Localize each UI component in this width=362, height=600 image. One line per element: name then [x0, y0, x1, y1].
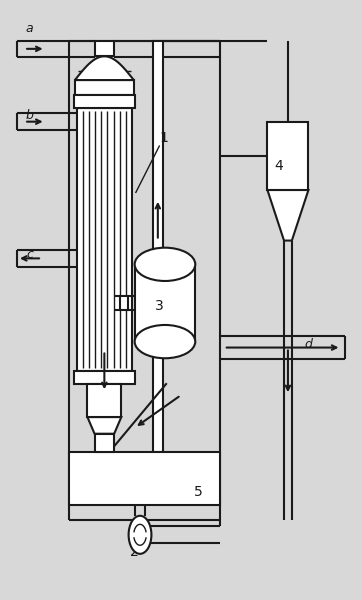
Text: 4: 4: [275, 159, 283, 173]
Text: 5: 5: [193, 485, 202, 499]
Text: 1: 1: [160, 131, 168, 145]
Bar: [77, 108, 132, 371]
Text: 3: 3: [155, 299, 164, 313]
Ellipse shape: [135, 325, 195, 358]
Bar: [75, 80, 134, 95]
Bar: [73, 371, 135, 385]
Bar: [69, 452, 220, 505]
Bar: [94, 41, 114, 56]
Polygon shape: [75, 56, 134, 80]
Circle shape: [129, 516, 151, 554]
Bar: [268, 122, 308, 190]
Bar: [121, 296, 129, 310]
Text: b: b: [26, 109, 34, 122]
Bar: [153, 41, 163, 452]
Text: d: d: [304, 338, 312, 350]
Text: 2: 2: [130, 545, 139, 559]
Text: c: c: [26, 248, 33, 262]
Bar: [135, 265, 195, 341]
Bar: [94, 434, 114, 452]
Bar: [88, 385, 121, 417]
Ellipse shape: [135, 248, 195, 281]
Text: a: a: [26, 22, 34, 35]
Polygon shape: [88, 417, 121, 434]
Bar: [73, 95, 135, 108]
Polygon shape: [268, 190, 308, 241]
